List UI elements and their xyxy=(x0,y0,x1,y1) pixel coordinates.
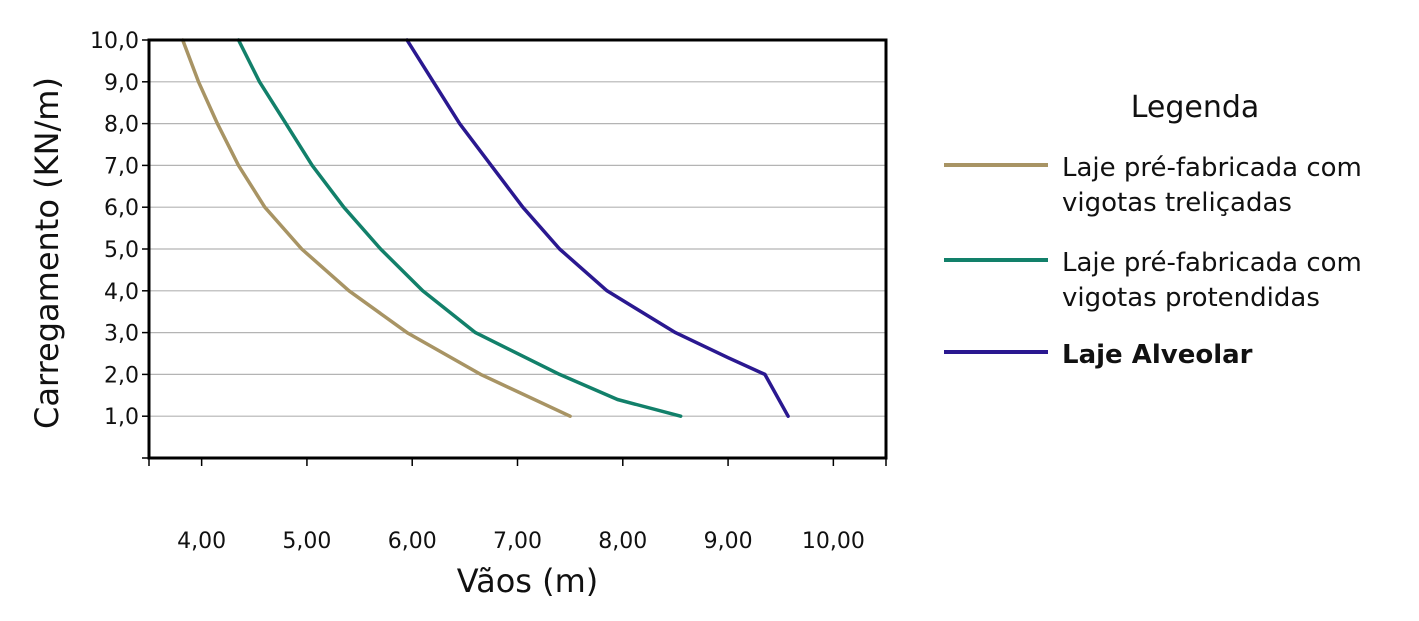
y-tick-label: 2,0 xyxy=(104,363,139,388)
y-tick-label: 4,0 xyxy=(104,280,139,305)
y-tick-label: 9,0 xyxy=(104,71,139,96)
x-tick-label: 10,00 xyxy=(802,529,865,554)
legend-label: Laje Alveolar xyxy=(1062,340,1253,370)
x-tick-label: 8,00 xyxy=(598,529,647,554)
x-tick-label: 4,00 xyxy=(177,529,226,554)
x-axis-title: Vãos (m) xyxy=(457,562,599,600)
legend-label: Laje pré-fabricada com xyxy=(1062,153,1362,183)
axes: 1,0 2,0 3,0 4,0 5,0 6,0 7,0 8,0 9,0 10,0 4,00 5,00 6… xyxy=(90,29,887,554)
y-tick-label: 1,0 xyxy=(104,405,139,430)
legend-title: Legenda xyxy=(1131,90,1260,125)
series-line xyxy=(405,38,790,418)
y-tick-label: 5,0 xyxy=(104,238,139,263)
y-axis-title: Carregamento (KN/m) xyxy=(28,77,66,429)
x-tick-label: 7,00 xyxy=(493,529,542,554)
series-line xyxy=(180,38,572,418)
legend-label: vigotas protendidas xyxy=(1062,283,1320,313)
x-tick-label: 6,00 xyxy=(388,529,437,554)
y-tick-label: 10,0 xyxy=(90,29,139,54)
legend: Legenda Laje pré-fabricada com vigotas tr… xyxy=(944,90,1362,370)
x-tick-label: 9,00 xyxy=(704,529,753,554)
y-tick-label: 7,0 xyxy=(104,154,139,179)
y-tick-label: 6,0 xyxy=(104,196,139,221)
x-tick-label: 5,00 xyxy=(282,529,331,554)
legend-label: Laje pré-fabricada com xyxy=(1062,248,1362,278)
legend-label: vigotas treliçadas xyxy=(1062,188,1292,218)
series-lines xyxy=(180,38,790,418)
y-tick-label: 3,0 xyxy=(104,322,139,347)
grid-lines xyxy=(149,39,886,417)
series-line xyxy=(236,38,683,418)
y-tick-label: 8,0 xyxy=(104,113,139,138)
